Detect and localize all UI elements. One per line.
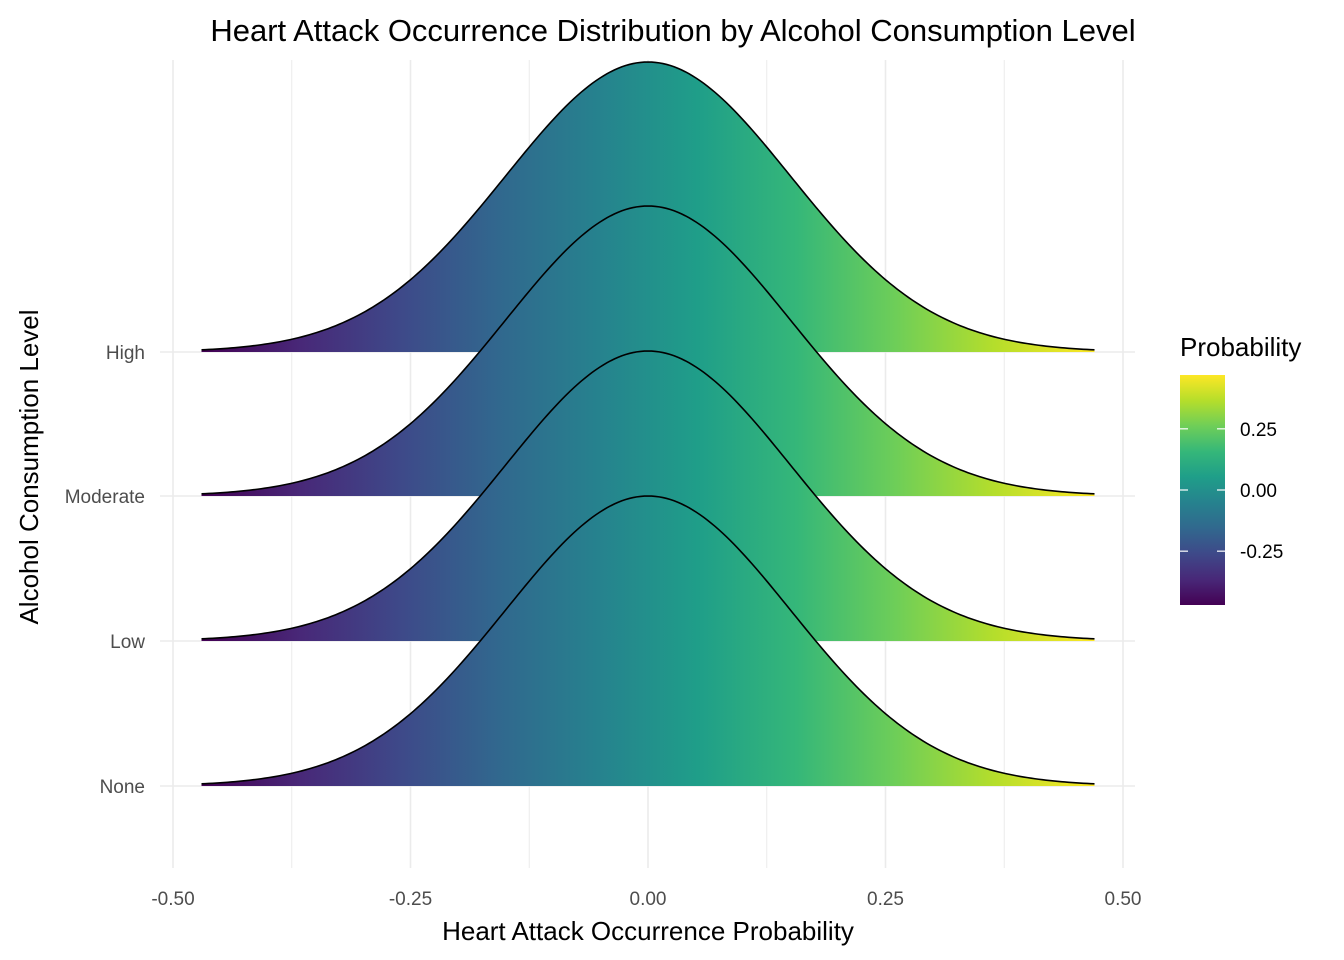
legend-tick-label: -0.25: [1240, 542, 1283, 563]
x-tick-label: -0.25: [389, 889, 432, 910]
chart-title: Heart Attack Occurrence Distribution by …: [210, 13, 1135, 48]
ridge-outline-moderate: [201, 205, 1095, 495]
legend-tick-label: 0.00: [1240, 481, 1277, 502]
legend-tick-label: 0.25: [1240, 420, 1277, 441]
x-axis-title: Heart Attack Occurrence Probability: [442, 916, 854, 946]
x-tick-label: -0.50: [151, 889, 194, 910]
x-tick-label: 0.00: [630, 889, 667, 910]
y-tick-label: Moderate: [65, 487, 145, 508]
y-tick-label: None: [100, 777, 145, 798]
ridge-outline-none: [201, 495, 1095, 785]
legend: Probability 0.25 0.00 -0.25: [1180, 332, 1301, 605]
x-tick-label: 0.25: [867, 889, 904, 910]
x-tick-label: 0.50: [1105, 889, 1142, 910]
y-tick-label: Low: [110, 632, 145, 653]
y-tick-label: High: [106, 343, 145, 364]
legend-title: Probability: [1180, 332, 1301, 362]
x-axis-ticks: -0.50 -0.25 0.00 0.25 0.50: [151, 889, 1141, 910]
ridge-outline-high: [201, 61, 1095, 351]
y-axis-ticks: None Low Moderate High: [65, 343, 146, 798]
ridges: [201, 61, 1095, 786]
y-axis-title: Alcohol Consumption Level: [14, 309, 44, 624]
ridge-outline-low: [201, 350, 1095, 640]
ridge-fill-none: [201, 496, 1095, 786]
ridge-none: [201, 495, 1095, 786]
